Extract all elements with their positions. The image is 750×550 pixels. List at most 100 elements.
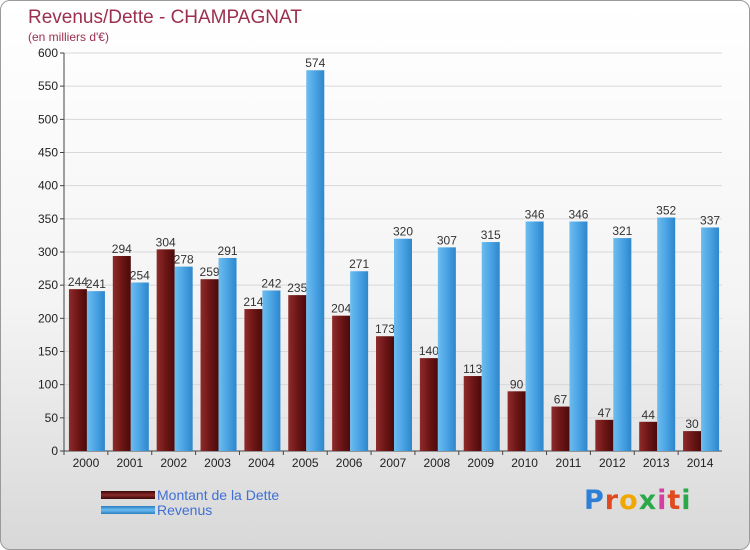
y-tick-label: 550: [38, 79, 58, 93]
x-tick-label: 2011: [556, 456, 582, 470]
chart-title: Revenus/Dette - CHAMPAGNAT: [28, 7, 302, 28]
debt-bar: [595, 419, 614, 451]
debt-bar: [68, 289, 87, 451]
revenue-value-label: 242: [261, 276, 281, 290]
revenue-bar: [218, 257, 237, 451]
revenue-value-label: 321: [612, 224, 632, 238]
debt-value-label: 294: [112, 242, 132, 256]
x-tick-label: 2000: [73, 456, 100, 470]
y-tick-label: 250: [38, 278, 58, 292]
revenue-value-label: 271: [349, 257, 369, 271]
debt-value-label: 204: [331, 302, 351, 316]
logo-letter: r: [604, 485, 620, 516]
revenue-value-label: 320: [393, 225, 413, 239]
x-tick-label: 2008: [424, 456, 451, 470]
logo-letter: o: [619, 485, 639, 516]
revenue-bar: [174, 266, 193, 451]
x-tick-label: 2003: [204, 456, 231, 470]
legend-label-debt: Montant de la Dette: [157, 487, 280, 503]
debt-bar: [156, 249, 175, 451]
debt-value-label: 173: [375, 322, 395, 336]
revenue-bar: [569, 221, 588, 451]
y-tick-label: 450: [38, 146, 58, 160]
x-tick-label: 2007: [380, 456, 407, 470]
y-tick-label: 50: [45, 411, 59, 425]
debt-value-label: 67: [554, 393, 568, 407]
debt-value-label: 90: [510, 377, 524, 391]
debt-bar: [112, 255, 131, 451]
debt-bar: [244, 309, 263, 451]
legend-label-revenue: Revenus: [157, 502, 213, 518]
debt-bar: [683, 431, 702, 451]
revenue-bar: [437, 247, 456, 451]
legend-swatch-revenue: [101, 506, 155, 514]
y-tick-label: 150: [38, 345, 58, 359]
debt-bar: [332, 315, 351, 451]
y-tick-label: 600: [38, 46, 58, 60]
debt-value-label: 244: [68, 275, 88, 289]
revenue-value-label: 241: [86, 277, 106, 291]
y-tick-label: 500: [38, 112, 58, 126]
y-tick-label: 200: [38, 311, 58, 325]
x-tick-label: 2009: [467, 456, 494, 470]
debt-bar: [507, 391, 526, 451]
debt-bar: [419, 358, 438, 451]
x-tick-label: 2013: [643, 456, 670, 470]
debt-value-label: 259: [200, 265, 220, 279]
revenue-value-label: 346: [525, 207, 545, 221]
x-tick-label: 2006: [336, 456, 363, 470]
revenue-value-label: 337: [700, 213, 720, 227]
x-tick-label: 2010: [511, 456, 538, 470]
revenue-bar: [481, 242, 500, 451]
revenue-bar: [613, 238, 632, 451]
x-tick-label: 2004: [248, 456, 275, 470]
debt-bar: [376, 336, 394, 451]
logo-letter: i: [681, 485, 692, 516]
debt-value-label: 304: [156, 235, 176, 249]
debt-bar: [463, 376, 482, 451]
legend-swatch-debt: [101, 491, 155, 499]
y-tick-label: 0: [51, 444, 58, 458]
proxiti-logo: Proxiti: [584, 485, 692, 516]
logo-letter: x: [638, 485, 658, 516]
revenue-value-label: 307: [437, 233, 457, 247]
logo-letter: t: [667, 485, 682, 516]
revenue-bar: [701, 227, 720, 451]
x-tick-label: 2014: [687, 456, 714, 470]
revenue-value-label: 278: [174, 253, 194, 267]
y-tick-label: 400: [38, 179, 58, 193]
debt-value-label: 47: [598, 406, 612, 420]
x-tick-label: 2001: [116, 456, 143, 470]
revenue-value-label: 346: [568, 207, 588, 221]
revenue-bar: [394, 238, 412, 451]
debt-bar: [200, 279, 219, 451]
logo-letter: P: [584, 485, 605, 516]
debt-value-label: 235: [287, 281, 307, 295]
x-tick-label: 2002: [160, 456, 187, 470]
debt-value-label: 140: [419, 344, 439, 358]
y-tick-label: 100: [38, 378, 58, 392]
debt-bar: [551, 406, 570, 451]
debt-bar: [288, 295, 307, 451]
revenue-value-label: 315: [481, 228, 501, 242]
revenue-bar: [86, 291, 105, 451]
revenue-value-label: 254: [130, 269, 150, 283]
debt-bar: [639, 421, 658, 451]
x-tick-label: 2005: [292, 456, 319, 470]
debt-value-label: 44: [642, 408, 656, 422]
y-tick-label: 300: [38, 245, 58, 259]
debt-value-label: 30: [685, 417, 699, 431]
debt-value-label: 113: [463, 362, 482, 376]
logo-letter: i: [657, 485, 668, 516]
debt-value-label: 214: [243, 295, 263, 309]
revenue-value-label: 574: [305, 56, 325, 70]
revenue-bar: [262, 290, 281, 451]
x-tick-label: 2012: [599, 456, 626, 470]
revenue-bar: [130, 282, 149, 451]
revenue-value-label: 291: [218, 244, 238, 258]
revenue-bar: [525, 221, 544, 451]
revenue-value-label: 352: [656, 204, 676, 218]
y-tick-label: 350: [38, 212, 58, 226]
